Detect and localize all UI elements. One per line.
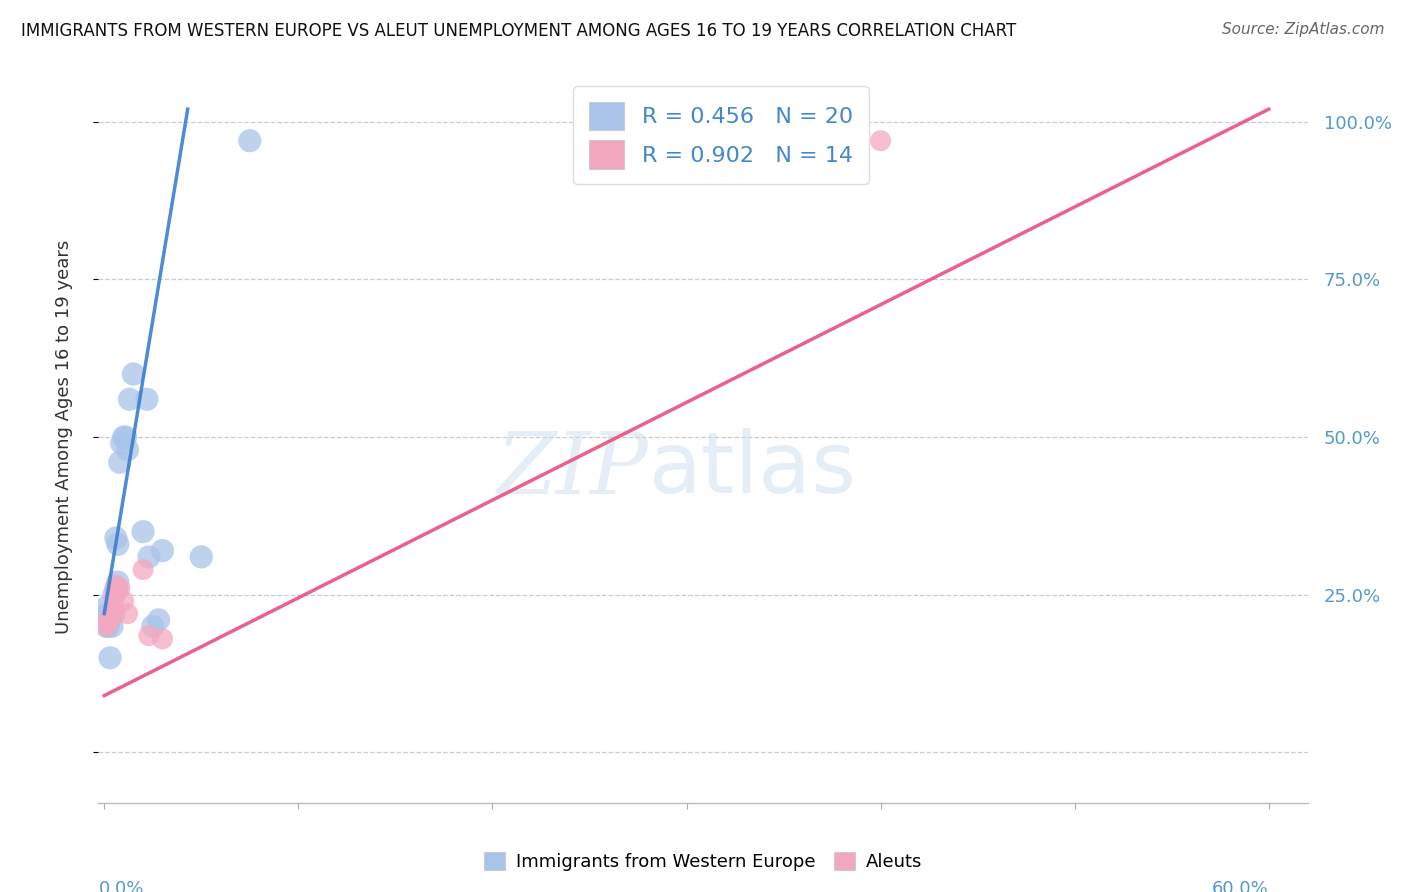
Point (96, 619, 118, 633)
Point (98, 613, 121, 627)
Point (98, 650, 121, 665)
Point (108, 582, 131, 596)
Point (132, 562, 155, 576)
Point (104, 531, 127, 545)
Legend: R = 0.456   N = 20, R = 0.902   N = 14: R = 0.456 N = 20, R = 0.902 N = 14 (574, 87, 869, 185)
Point (132, 524, 155, 539)
Point (117, 607, 139, 621)
Text: Source: ZipAtlas.com: Source: ZipAtlas.com (1222, 22, 1385, 37)
Point (103, 607, 125, 621)
Point (111, 436, 134, 450)
Point (104, 582, 127, 596)
Point (112, 430, 135, 444)
Point (869, 134, 891, 148)
Point (108, 455, 131, 469)
Point (117, 442, 139, 457)
Point (152, 632, 174, 646)
Point (142, 619, 165, 633)
Point (96, 600, 118, 615)
Point (98, 609, 121, 624)
Legend: Immigrants from Western Europe, Aleuts: Immigrants from Western Europe, Aleuts (477, 845, 929, 879)
Point (97, 619, 120, 633)
Point (136, 392, 159, 407)
Point (107, 537, 129, 551)
Point (103, 591, 125, 605)
Point (107, 575, 129, 590)
Point (118, 392, 141, 407)
Text: ZIP: ZIP (496, 429, 648, 511)
Point (190, 549, 212, 564)
Point (96, 619, 118, 633)
Point (148, 613, 170, 627)
Point (101, 619, 124, 633)
Point (122, 367, 145, 381)
Point (104, 578, 127, 592)
Point (103, 588, 125, 602)
Point (138, 549, 160, 564)
Point (138, 629, 160, 643)
Point (97, 616, 120, 631)
Text: 0.0%: 0.0% (98, 880, 143, 892)
Text: atlas: atlas (648, 428, 856, 511)
Y-axis label: Unemployment Among Ages 16 to 19 years: Unemployment Among Ages 16 to 19 years (55, 240, 73, 634)
Point (239, 134, 262, 148)
Point (103, 600, 125, 615)
Point (101, 609, 124, 624)
Point (152, 543, 174, 558)
Text: 60.0%: 60.0% (1212, 880, 1268, 892)
Point (112, 594, 135, 608)
Point (114, 430, 136, 444)
Text: IMMIGRANTS FROM WESTERN EUROPE VS ALEUT UNEMPLOYMENT AMONG AGES 16 TO 19 YEARS C: IMMIGRANTS FROM WESTERN EUROPE VS ALEUT … (21, 22, 1017, 40)
Point (107, 582, 129, 596)
Point (97, 607, 120, 621)
